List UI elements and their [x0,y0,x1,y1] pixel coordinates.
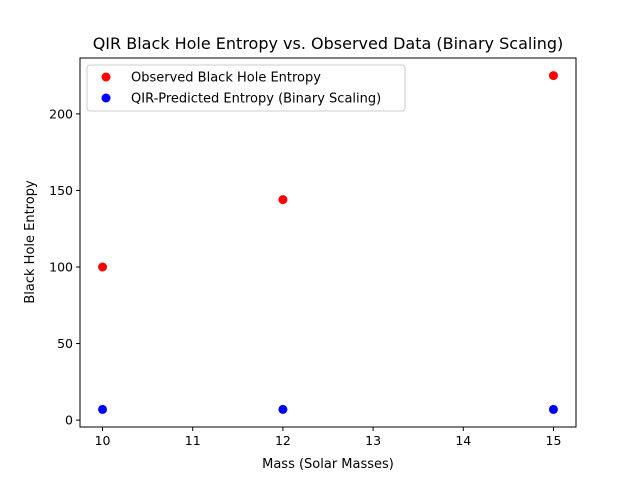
x-tick-label: 11 [185,433,201,448]
data-point [98,404,108,414]
data-point [548,71,558,81]
x-axis-label: Mass (Solar Masses) [262,457,394,472]
data-point [98,262,108,272]
legend-label: QIR-Predicted Entropy (Binary Scaling) [131,92,381,107]
plot-frame [79,57,577,428]
data-point [278,195,288,205]
y-tick-label: 0 [65,413,73,428]
legend-label: Observed Black Hole Entropy [131,71,321,86]
y-tick-label: 100 [49,259,73,274]
data-point [278,404,288,414]
y-tick-label: 200 [49,106,73,121]
x-tick-label: 14 [455,433,471,448]
data-point [548,404,558,414]
y-tick-label: 50 [57,336,73,351]
legend-box [86,64,406,112]
y-axis-label: Black Hole Entropy [23,180,38,304]
x-tick-label: 10 [95,433,111,448]
x-tick-label: 12 [275,433,291,448]
chart-title: QIR Black Hole Entropy vs. Observed Data… [93,34,564,53]
x-tick-label: 15 [546,433,562,448]
legend-marker [101,72,111,82]
x-tick-label: 13 [365,433,381,448]
legend-marker [101,93,111,103]
y-tick-label: 150 [49,183,73,198]
